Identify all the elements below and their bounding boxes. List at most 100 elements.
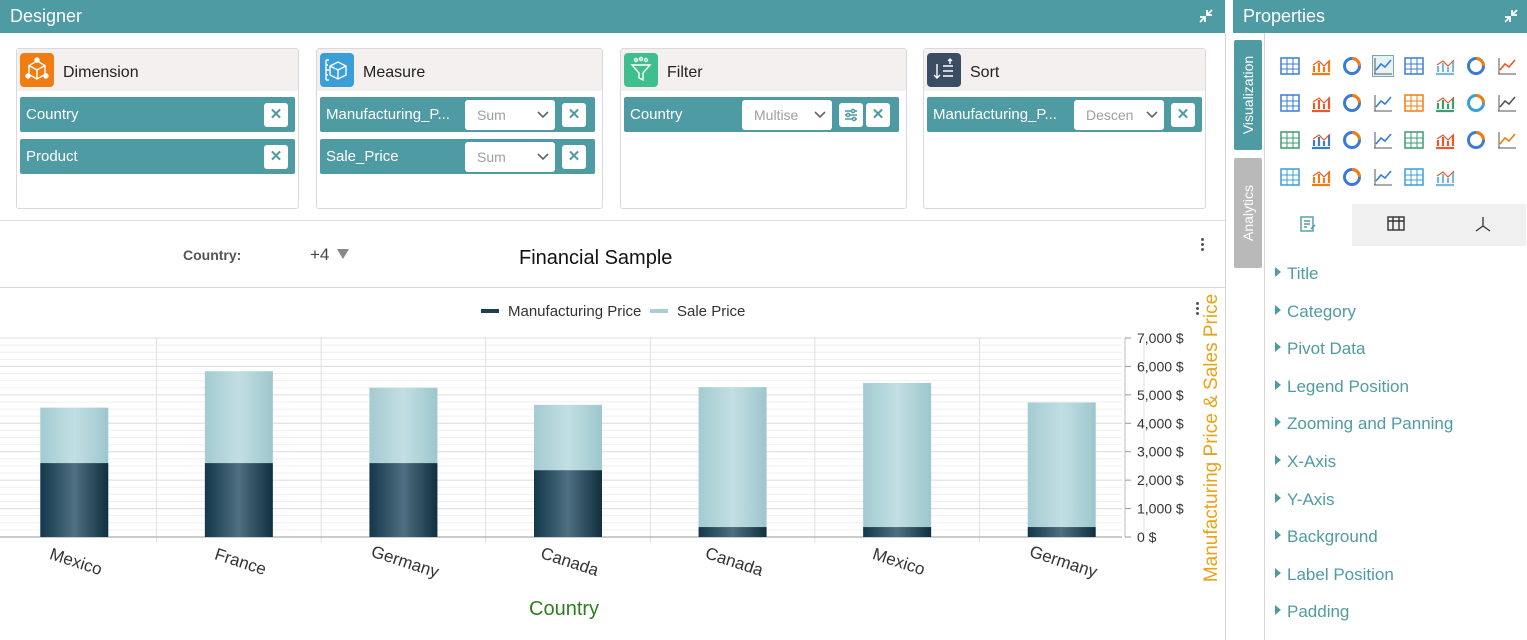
filter-settings-icon[interactable] [839, 103, 863, 127]
sort-order-select[interactable]: Descen [1074, 100, 1164, 130]
circular-gauge-icon[interactable] [1310, 129, 1332, 151]
property-padding[interactable]: Padding [1275, 602, 1349, 622]
tab-axes[interactable] [1439, 204, 1526, 246]
properties-header: Properties [1233, 0, 1527, 33]
candlestick-icon[interactable] [1310, 166, 1332, 188]
bar-chart: Mexico France Germany Canada Canada Mexico Ger… [0, 303, 1184, 582]
remove-icon[interactable]: ✕ [264, 145, 288, 169]
y-tick-label: 6,000 $ [1137, 358, 1184, 374]
property-y-axis[interactable]: Y-Axis [1275, 490, 1335, 510]
thermometer-icon[interactable] [1496, 92, 1518, 114]
tab-analytics[interactable]: Analytics [1234, 158, 1262, 268]
legend-swatch [650, 309, 668, 313]
bubble-chart-icon[interactable] [1372, 166, 1394, 188]
filter-card: Filter Country Multise ✕ [620, 48, 907, 209]
remove-icon[interactable]: ✕ [264, 103, 288, 127]
pie-chart-icon[interactable] [1279, 92, 1301, 114]
expand-caret-icon [1275, 605, 1281, 616]
dimension-chip[interactable]: Country ✕ [20, 97, 295, 132]
chevron-down-icon [1146, 111, 1158, 119]
y-axis-title: Manufacturing Price & Sales Price [1201, 293, 1222, 583]
property-zooming-and-panning[interactable]: Zooming and Panning [1275, 414, 1453, 434]
line-chart-icon[interactable] [1434, 55, 1456, 77]
funnel-icon[interactable] [1496, 55, 1518, 77]
map-icon[interactable] [1341, 166, 1363, 188]
x-tick-label: Canada [538, 544, 601, 581]
bar-manufacturing-price [1027, 527, 1096, 537]
combo-chart-icon[interactable] [1310, 55, 1332, 77]
chip-label: Product [26, 148, 78, 165]
expand-caret-icon [1275, 567, 1281, 578]
property-label: Category [1287, 301, 1356, 321]
radar-chart-icon[interactable] [1372, 92, 1394, 114]
aggregation-select[interactable]: Sum [465, 142, 555, 172]
aggregation-select[interactable]: Sum [465, 100, 555, 130]
column-chart-icon[interactable] [1341, 92, 1363, 114]
filter-chip[interactable]: Country Multise ✕ [624, 97, 899, 132]
filter-bar-more[interactable]: +4 [310, 245, 330, 264]
designer-title: Designer [10, 6, 83, 26]
property-legend-position[interactable]: Legend Position [1275, 377, 1409, 397]
stacked-area-icon[interactable] [1403, 55, 1425, 77]
tab-table[interactable] [1352, 204, 1439, 246]
bar-manufacturing-price [204, 463, 273, 537]
bar-horizontal-icon[interactable] [1465, 129, 1487, 151]
remove-icon[interactable]: ✕ [1171, 103, 1195, 127]
widget-menu-icon[interactable] [1201, 238, 1205, 253]
collapse-icon[interactable] [1198, 8, 1214, 24]
caret-down-icon[interactable] [337, 248, 349, 260]
scatter-line-icon[interactable] [1465, 55, 1487, 77]
number-card-icon[interactable] [1403, 166, 1425, 188]
chevron-down-icon [537, 111, 549, 119]
y-tick-label: 5,000 $ [1137, 387, 1184, 403]
remove-icon[interactable]: ✕ [562, 145, 586, 169]
remove-icon[interactable]: ✕ [866, 103, 890, 127]
y-tick-label: 2,000 $ [1137, 472, 1184, 488]
measure-chip[interactable]: Manufacturing_P... Sum ✕ [320, 97, 595, 132]
chart-menu-icon[interactable] [1196, 302, 1200, 317]
gauge-icon[interactable] [1465, 92, 1487, 114]
filter-mode-select[interactable]: Multise [742, 100, 832, 130]
spline-chart-icon[interactable] [1434, 92, 1456, 114]
expand-caret-icon [1275, 267, 1281, 277]
measure-chip[interactable]: Sale_Price Sum ✕ [320, 139, 595, 174]
chip-label: Country [630, 106, 683, 123]
grid-table-icon[interactable] [1279, 55, 1301, 77]
tab-general[interactable] [1265, 204, 1352, 248]
area-chart-icon[interactable] [1372, 55, 1394, 77]
bar-chart-icon[interactable] [1341, 55, 1363, 77]
dimension-chip[interactable]: Product ✕ [20, 139, 295, 174]
kpi-card-icon[interactable] [1279, 166, 1301, 188]
select-value: Sum [477, 107, 506, 123]
edit-properties-icon [1300, 216, 1316, 232]
line-area-icon[interactable] [1279, 129, 1301, 151]
select-value: Descen [1086, 107, 1134, 123]
collapse-icon[interactable] [1503, 8, 1519, 24]
card-header: Dimension [17, 49, 298, 91]
heatmap-icon[interactable] [1403, 92, 1425, 114]
property-title[interactable]: Title [1275, 264, 1319, 284]
property-label-position[interactable]: Label Position [1275, 565, 1394, 585]
card-header: Measure [317, 49, 602, 91]
x-axis-title: Country [529, 598, 600, 620]
sparkline-icon[interactable] [1434, 166, 1456, 188]
property-pivot-data[interactable]: Pivot Data [1275, 339, 1365, 359]
tab-visualization[interactable]: Visualization [1234, 40, 1262, 150]
bar-sale-price [1027, 402, 1096, 528]
chip-label: Sale_Price [326, 148, 399, 165]
ring-icon[interactable] [1341, 129, 1363, 151]
pivot-grid-icon[interactable] [1372, 129, 1394, 151]
legend-label: Sale Price [677, 303, 745, 320]
card-grid-icon[interactable] [1403, 129, 1425, 151]
properties-title: Properties [1243, 6, 1326, 26]
pyramid-icon[interactable] [1434, 129, 1456, 151]
donut-chart-icon[interactable] [1310, 92, 1332, 114]
property-x-axis[interactable]: X-Axis [1275, 452, 1336, 472]
property-background[interactable]: Background [1275, 527, 1378, 547]
waterfall-icon[interactable] [1496, 129, 1518, 151]
legend-swatch [481, 309, 499, 313]
property-category[interactable]: Category [1275, 302, 1356, 322]
remove-icon[interactable]: ✕ [562, 103, 586, 127]
sort-chip[interactable]: Manufacturing_P... Descen ✕ [927, 97, 1202, 132]
bar-manufacturing-price [369, 463, 438, 537]
